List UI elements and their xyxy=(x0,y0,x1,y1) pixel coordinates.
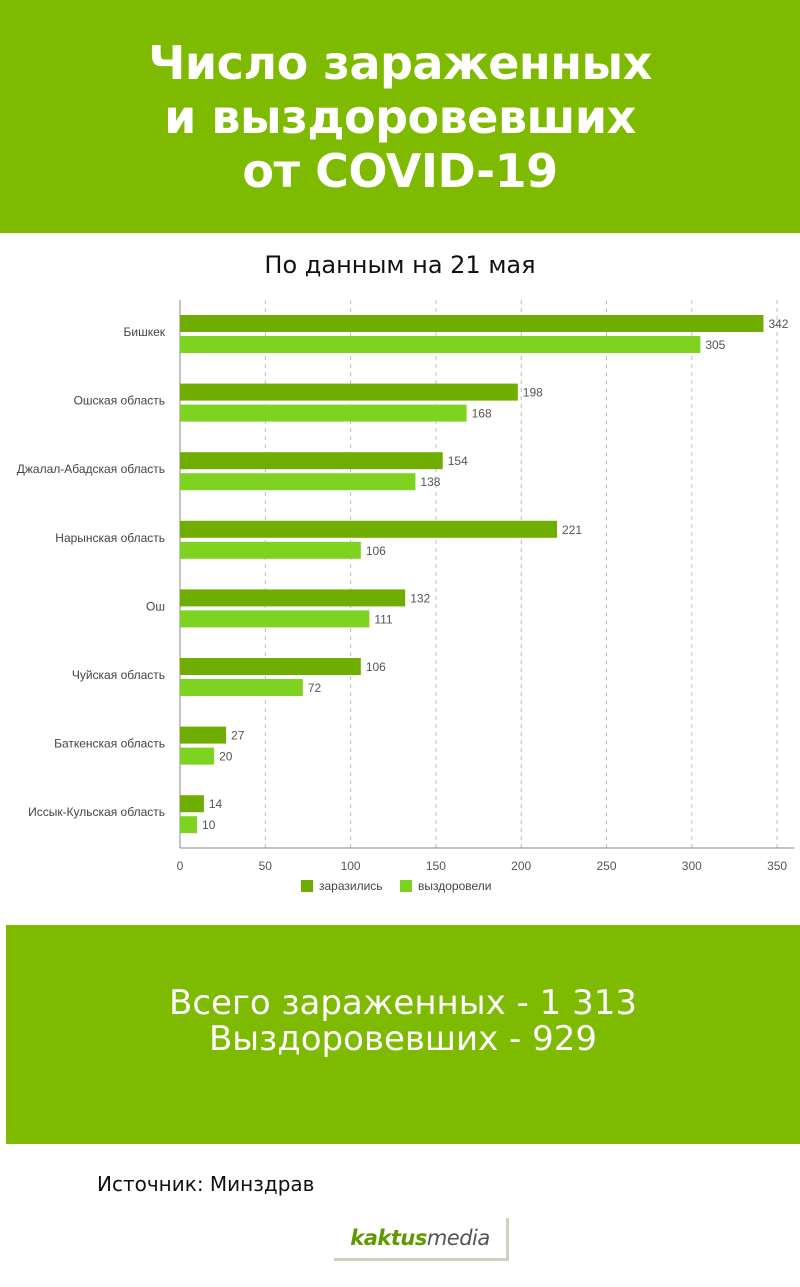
category-label: Иссык-Кульская область xyxy=(28,805,165,819)
category-label: Джалал-Абадская область xyxy=(17,462,165,476)
data-label: 20 xyxy=(219,750,233,764)
data-label: 168 xyxy=(472,407,492,421)
title-line-1: Число зараженных xyxy=(148,36,652,90)
bar-recovered xyxy=(180,610,370,628)
bar-recovered xyxy=(180,404,467,422)
total-recovered: Выздоровевших - 929 xyxy=(208,1019,598,1059)
bar-infected xyxy=(180,452,443,470)
bar-infected xyxy=(180,315,764,332)
bar-recovered xyxy=(180,336,701,353)
bar-recovered xyxy=(180,541,361,559)
total-infected: Всего зараженных - 1 313 xyxy=(169,983,637,1023)
data-label: 14 xyxy=(209,797,223,811)
legend-swatch xyxy=(400,880,412,892)
bar-chart: 0 50 100 150 200 250 300 350 Бишкек 342 305 Ошская … xyxy=(17,300,795,893)
x-tick-label: 200 xyxy=(511,859,531,873)
x-tick-label: 0 xyxy=(177,859,184,873)
bar-recovered xyxy=(180,473,416,491)
category-label: Чуйская область xyxy=(72,668,165,682)
data-label: 72 xyxy=(308,681,322,695)
data-label: 342 xyxy=(768,317,788,331)
source-note: Источник: Минздрав xyxy=(97,1172,315,1196)
x-tick-label: 50 xyxy=(259,859,273,873)
header-banner: Число зараженных и выздоровевших от COVI… xyxy=(0,0,800,233)
category-label: Ошская область xyxy=(74,394,165,408)
page-title: Число зараженных и выздоровевших от COVI… xyxy=(0,0,800,198)
category-label: Бишкек xyxy=(123,325,165,339)
legend-label: выздоровели xyxy=(418,879,491,893)
legend-swatch xyxy=(301,880,313,892)
chart-subtitle: По данным на 21 мая xyxy=(264,251,536,279)
data-label: 10 xyxy=(202,818,216,832)
legend-label: заразились xyxy=(319,879,383,893)
bar-infected xyxy=(180,726,227,744)
title-line-3: от COVID-19 xyxy=(242,144,558,198)
data-label: 154 xyxy=(448,454,468,468)
bar-infected xyxy=(180,383,518,401)
data-label: 305 xyxy=(705,338,725,352)
totals-banner: Всего зараженных - 1 313 Выздоровевших -… xyxy=(6,925,800,1144)
kaktus-media-logo: kaktus media xyxy=(334,1218,509,1261)
x-tick-label: 250 xyxy=(596,859,616,873)
data-label: 111 xyxy=(374,612,393,626)
data-label: 27 xyxy=(231,729,245,743)
bar-infected xyxy=(180,795,204,813)
logo-part-2: media xyxy=(426,1226,490,1250)
x-tick-label: 350 xyxy=(767,859,787,873)
data-label: 138 xyxy=(420,475,440,489)
x-tick-label: 300 xyxy=(682,859,702,873)
category-label: Нарынская область xyxy=(55,531,165,545)
bar-infected xyxy=(180,520,558,538)
bar-infected xyxy=(180,658,361,675)
data-label: 132 xyxy=(410,591,430,605)
data-label: 106 xyxy=(366,544,386,558)
bar-recovered xyxy=(180,816,198,834)
x-tick-label: 100 xyxy=(341,859,361,873)
category-label: Ош xyxy=(146,599,165,613)
data-label: 221 xyxy=(562,523,582,537)
category-label: Баткенская область xyxy=(54,737,165,751)
title-line-2: и выздоровевших xyxy=(164,90,636,144)
logo-part-1: kaktus xyxy=(350,1226,427,1250)
bar-recovered xyxy=(180,747,215,765)
x-tick-label: 150 xyxy=(426,859,446,873)
data-label: 198 xyxy=(523,386,543,400)
bar-recovered xyxy=(180,679,303,696)
bar-infected xyxy=(180,589,406,607)
data-label: 106 xyxy=(366,660,386,674)
